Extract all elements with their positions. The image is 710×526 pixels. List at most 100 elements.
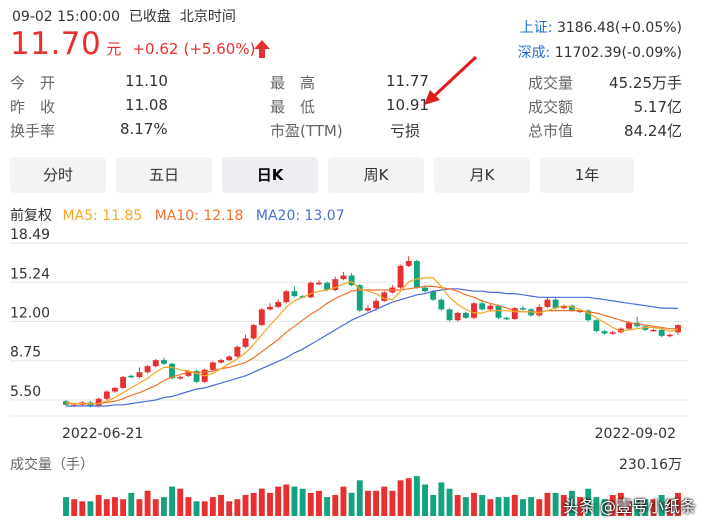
candle-body [446, 309, 453, 321]
adjust-mode-label[interactable]: 前复权 [10, 208, 52, 224]
volume-bar [79, 501, 86, 516]
candle-body [169, 363, 176, 379]
volume-bar [144, 490, 151, 516]
candle-body [495, 305, 502, 318]
volume-bar [373, 490, 380, 516]
candle-body [479, 303, 486, 310]
volume-bar [454, 495, 461, 516]
volume-bar [413, 476, 420, 516]
volume-bar [87, 501, 94, 516]
volume-bar [128, 492, 135, 516]
candle-body [487, 305, 494, 310]
candle-body [568, 305, 575, 311]
candle-body [577, 310, 584, 313]
annotation-arrow-icon [424, 55, 478, 105]
sz-index: 深成: 11702.39(-0.09%) [518, 42, 682, 62]
volume-bar [511, 495, 518, 516]
x-tick-label: 2022-06-21 [62, 426, 143, 442]
pe-label: 市盈(TTM) [270, 122, 343, 140]
open-value: 11.10 [125, 72, 168, 90]
tab-one-year[interactable]: 1年 [540, 157, 634, 193]
volume-bar [617, 492, 624, 516]
volume-bar [520, 499, 526, 516]
candle-body [316, 282, 322, 285]
ma20-legend: MA20: 13.07 [255, 208, 345, 224]
candle-body [160, 360, 167, 364]
candle-body [128, 375, 135, 378]
volume-label: 成交量 [528, 74, 574, 92]
volume-bar [430, 495, 437, 516]
sh-index-value: 3186.48(+0.05%) [556, 20, 682, 36]
y-tick-label: 8.75 [10, 345, 41, 361]
ma5-line [65, 277, 679, 405]
candle-body [193, 370, 200, 382]
volume-bar [560, 495, 567, 516]
volume-bar [71, 499, 78, 516]
volume-bar [226, 501, 233, 516]
y-tick-label: 12.00 [10, 305, 50, 321]
volume-bar [120, 499, 127, 516]
candle-body [185, 370, 192, 376]
volume-bar [552, 492, 559, 516]
candle-body [536, 306, 543, 316]
candle-body [340, 275, 347, 280]
tab-daily-k[interactable]: 日K [222, 157, 318, 193]
volume-bar [201, 501, 208, 516]
candle-body [511, 308, 518, 320]
sh-index-label: 上证: [519, 20, 553, 36]
candle-body [332, 279, 339, 291]
high-value: 11.77 [386, 72, 429, 90]
volume-bar [487, 499, 494, 516]
tab-five-day[interactable]: 五日 [116, 157, 212, 193]
volume-bar [544, 492, 551, 516]
volume-bar [103, 499, 110, 516]
volume-bar [299, 488, 306, 516]
mcap-value: 84.24亿 [624, 122, 682, 140]
volume-bar [177, 488, 184, 516]
volume-bar [666, 499, 673, 516]
volume-bar [658, 495, 665, 516]
volume-bar [422, 484, 428, 516]
volume-bar [324, 497, 331, 516]
volume-bar [585, 488, 592, 516]
ma20-line [66, 288, 679, 407]
price-change-pct: (+5.60%) [183, 40, 256, 58]
sz-index-label: 深成: [517, 45, 551, 61]
volume-bar [152, 499, 159, 516]
volume-bar [356, 480, 363, 516]
candle-body [209, 362, 216, 370]
volume-bar [340, 486, 347, 516]
tab-intraday[interactable]: 分时 [10, 157, 106, 193]
candle-body [348, 275, 355, 286]
volume-bar [495, 497, 502, 516]
volume-bar [275, 486, 282, 516]
volume-bar [503, 497, 510, 516]
volume-bar [242, 495, 249, 516]
volume-bar [307, 492, 314, 516]
tab-weekly-k[interactable]: 周K [328, 157, 424, 193]
volume-bar [675, 492, 681, 516]
candle-body [585, 310, 592, 321]
candle-body [87, 402, 94, 407]
quote-datetime: 09-02 15:00:00 [12, 9, 121, 25]
tab-monthly-k[interactable]: 月K [434, 157, 530, 193]
candle-body [324, 282, 331, 291]
candle-body [601, 331, 608, 334]
volume-bar [332, 495, 339, 516]
volume-bar [283, 484, 290, 516]
volume-bar [626, 501, 632, 516]
volume-bar [577, 497, 584, 516]
turnover-value: 8.17% [120, 120, 168, 138]
volume-bar [364, 490, 371, 516]
candle-body [291, 291, 298, 297]
volume-panel-max: 230.16万 [619, 457, 682, 473]
candle-body [397, 265, 404, 288]
volume-bar [397, 480, 404, 516]
volume-bar [479, 495, 486, 516]
volume-bar [218, 495, 224, 516]
candle-body [593, 320, 600, 332]
candle-body [373, 300, 380, 309]
prev-close-value: 11.08 [125, 96, 168, 114]
candle-body [430, 291, 437, 300]
